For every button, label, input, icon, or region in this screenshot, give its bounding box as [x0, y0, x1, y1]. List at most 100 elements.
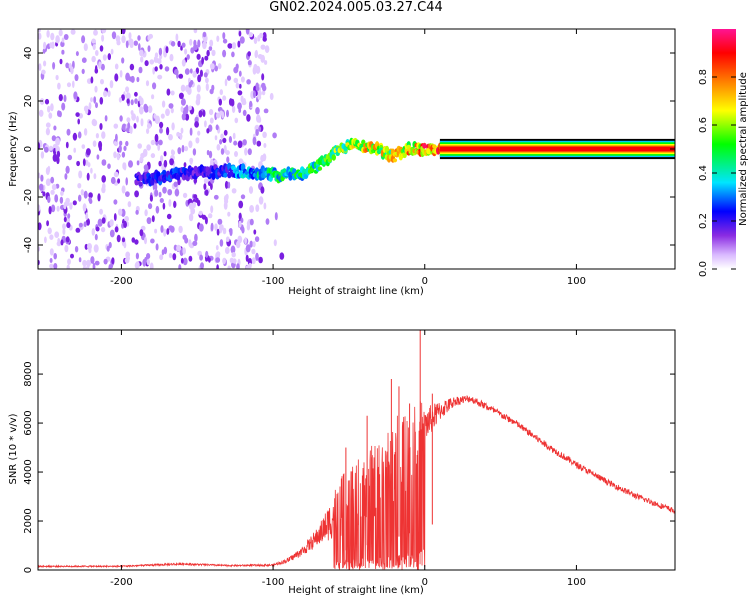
noise-speck	[146, 258, 150, 266]
noise-speck	[263, 202, 267, 210]
noise-speck	[202, 109, 206, 117]
noise-speck	[113, 199, 118, 205]
noise-speck	[100, 227, 106, 233]
noise-speck	[119, 115, 123, 122]
noise-speck	[234, 117, 239, 124]
noise-speck	[81, 35, 86, 44]
noise-speck	[119, 70, 123, 78]
noise-speck	[249, 100, 253, 108]
noise-speck	[134, 190, 140, 198]
noise-speck	[237, 40, 241, 48]
noise-speck	[160, 155, 164, 163]
noise-speck	[172, 253, 177, 261]
noise-speck	[227, 43, 233, 49]
noise-speck	[173, 181, 178, 188]
noise-speck	[219, 224, 224, 231]
noise-speck	[139, 229, 144, 237]
noise-speck	[125, 140, 129, 147]
noise-speck	[102, 54, 107, 61]
noise-speck	[137, 143, 142, 149]
noise-speck	[61, 102, 66, 111]
noise-speck	[129, 126, 133, 134]
noise-speck	[81, 57, 87, 63]
noise-speck	[81, 144, 86, 150]
noise-speck	[255, 107, 260, 115]
noise-speck	[184, 48, 188, 55]
noise-speck	[169, 53, 174, 62]
noise-speck	[85, 212, 89, 220]
signal-blob	[175, 174, 181, 181]
noise-speck	[253, 36, 258, 45]
noise-speck	[236, 240, 241, 249]
noise-speck	[158, 160, 162, 167]
noise-speck	[214, 65, 218, 72]
noise-speck	[216, 228, 220, 236]
noise-speck	[146, 128, 150, 135]
noise-speck	[197, 199, 201, 207]
noise-speck	[42, 191, 46, 197]
spectrogram-ylabel: Frequency (Hz)	[8, 111, 19, 187]
noise-speck	[247, 148, 252, 156]
noise-speck	[109, 219, 114, 227]
noise-speck	[205, 83, 209, 92]
noise-speck	[101, 131, 106, 139]
noise-speck	[47, 165, 51, 173]
noise-speck	[251, 248, 256, 255]
noise-speck	[215, 124, 219, 131]
noise-speck	[238, 200, 244, 209]
x-tick-label: 0	[422, 276, 428, 287]
noise-speck	[157, 58, 162, 65]
noise-speck	[269, 92, 274, 101]
noise-speck	[245, 254, 249, 262]
noise-speck	[93, 29, 98, 36]
noise-speck	[94, 260, 100, 266]
noise-speck	[118, 208, 123, 216]
noise-speck	[203, 178, 208, 184]
noise-speck	[159, 254, 164, 261]
noise-speck	[114, 63, 119, 70]
noise-speck	[155, 243, 159, 251]
noise-speck	[257, 90, 262, 97]
noise-speck	[225, 236, 230, 242]
noise-speck	[44, 98, 50, 105]
noise-speck	[242, 139, 247, 146]
noise-speck	[51, 184, 57, 191]
noise-speck	[162, 202, 166, 210]
noise-speck	[193, 29, 198, 34]
noise-speck	[258, 256, 263, 264]
noise-speck	[260, 54, 266, 63]
noise-speck	[222, 257, 227, 265]
snr-frame	[37, 329, 676, 571]
noise-speck	[51, 41, 55, 49]
noise-speck	[154, 189, 159, 197]
noise-speck	[70, 253, 74, 259]
noise-speck	[162, 186, 167, 194]
noise-speck	[125, 86, 130, 93]
noise-speck	[264, 60, 268, 65]
noise-speck	[82, 203, 87, 212]
noise-speck	[219, 89, 223, 96]
noise-speck	[69, 202, 73, 210]
signal-blob	[309, 167, 315, 172]
noise-speck	[225, 193, 229, 201]
noise-speck	[135, 209, 139, 215]
noise-speck	[55, 137, 60, 146]
noise-speck	[168, 225, 174, 231]
noise-speck	[209, 117, 214, 124]
noise-speck	[192, 240, 198, 246]
noise-speck	[52, 62, 56, 70]
noise-speck	[237, 102, 242, 110]
noise-speck	[102, 183, 106, 190]
noise-speck	[58, 110, 62, 118]
noise-speck	[101, 159, 107, 166]
signal-blob	[138, 181, 143, 186]
noise-speck	[43, 60, 47, 67]
noise-speck	[206, 49, 210, 57]
noise-speck	[87, 162, 91, 168]
noise-speck	[116, 40, 121, 46]
noise-speck	[254, 49, 258, 58]
noise-speck	[92, 56, 96, 62]
noise-speck	[59, 58, 63, 65]
signal-blob	[392, 158, 398, 163]
